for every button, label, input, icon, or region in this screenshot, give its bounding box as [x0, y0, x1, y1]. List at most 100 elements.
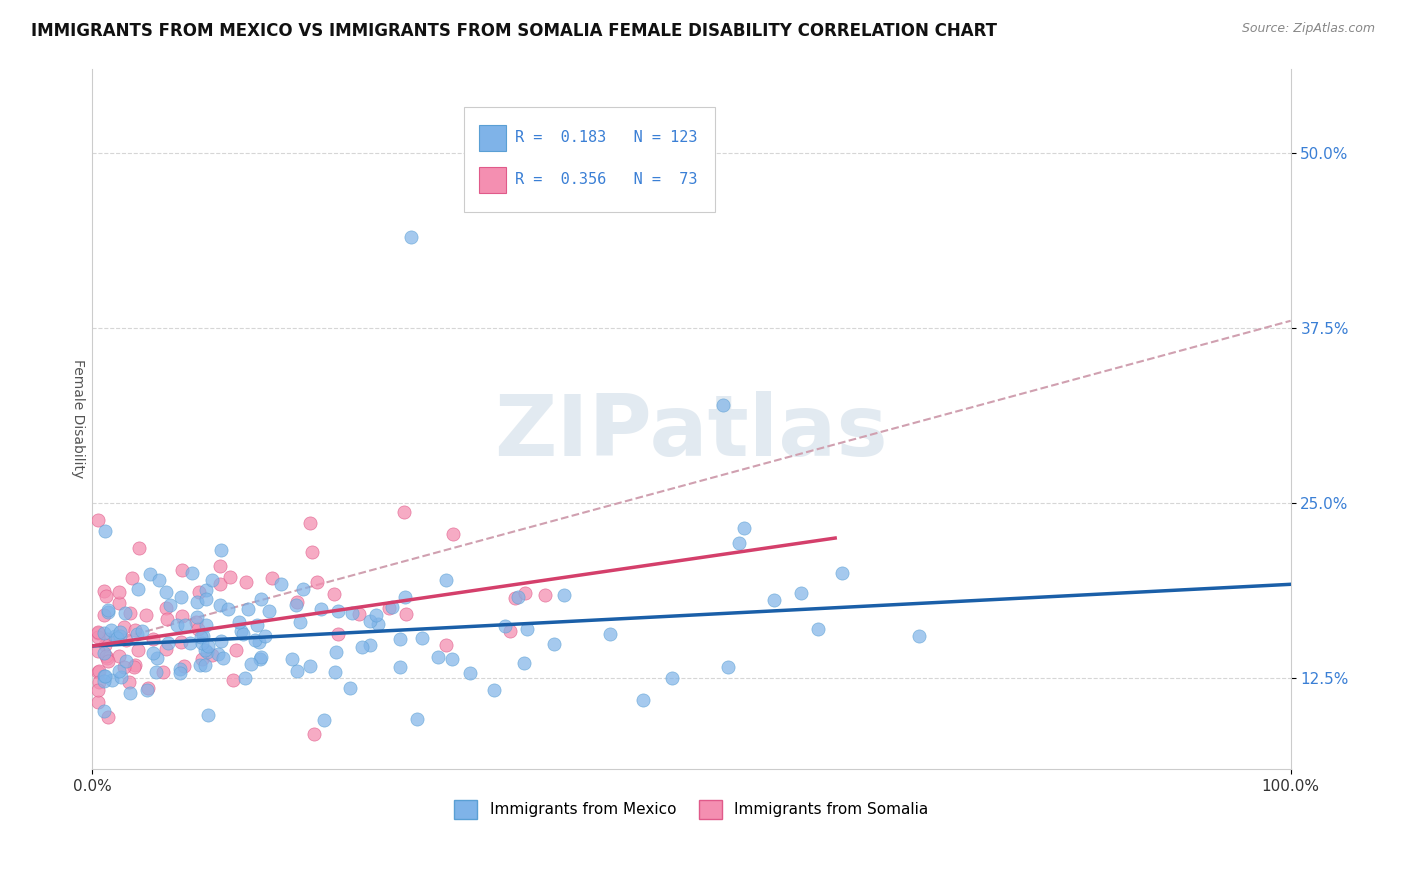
Point: [340, 606, 363, 620]
Point: [115, 632, 138, 647]
Point: [120, 606, 142, 620]
Point: [146, 651, 169, 665]
Point: [190, 631, 212, 645]
Point: [347, 607, 370, 621]
Point: [110, 624, 132, 639]
Point: [96, 651, 118, 665]
Point: [208, 577, 231, 591]
Point: [169, 665, 191, 680]
Point: [93, 646, 115, 660]
Point: [499, 624, 522, 638]
Point: [222, 673, 245, 688]
Point: [186, 609, 208, 624]
Point: [107, 596, 129, 610]
Point: [225, 643, 247, 657]
Point: [661, 671, 683, 685]
Point: [301, 545, 323, 559]
Point: [180, 566, 202, 580]
Point: [270, 577, 292, 591]
Point: [197, 708, 219, 723]
Point: [94, 589, 117, 603]
Point: [97, 605, 120, 619]
Point: [285, 595, 308, 609]
Point: [209, 542, 232, 557]
Point: [145, 665, 167, 679]
Point: [434, 573, 457, 587]
Point: [191, 629, 214, 643]
Point: [250, 650, 273, 665]
Point: [87, 644, 110, 658]
Point: [434, 638, 457, 652]
Point: [87, 625, 110, 640]
Point: [87, 625, 110, 640]
Point: [142, 646, 165, 660]
Point: [97, 654, 120, 668]
Point: [93, 705, 115, 719]
Point: [285, 598, 308, 612]
Point: [173, 618, 195, 632]
Point: [115, 654, 138, 668]
Point: [299, 516, 322, 531]
Point: [388, 660, 411, 674]
Point: [350, 640, 373, 655]
Point: [326, 627, 349, 641]
Point: [197, 639, 219, 653]
Point: [807, 622, 830, 636]
Point: [427, 650, 450, 665]
Point: [339, 681, 361, 695]
Point: [100, 624, 122, 638]
Point: [228, 615, 250, 629]
Point: [717, 660, 740, 674]
Point: [631, 693, 654, 707]
Point: [93, 584, 115, 599]
Point: [101, 673, 124, 687]
Point: [325, 645, 347, 659]
Point: [142, 632, 165, 647]
Point: [516, 622, 538, 636]
Point: [208, 558, 231, 573]
Point: [503, 591, 526, 606]
Point: [534, 588, 557, 602]
Point: [93, 673, 115, 688]
Point: [155, 600, 177, 615]
Point: [394, 590, 416, 604]
Point: [908, 629, 931, 643]
Point: [191, 652, 214, 666]
Point: [170, 563, 193, 577]
Point: [87, 630, 110, 644]
Point: [218, 570, 240, 584]
Point: [309, 602, 332, 616]
Point: [259, 604, 281, 618]
Point: [125, 627, 148, 641]
Point: [378, 600, 401, 615]
Point: [326, 604, 349, 618]
Point: [104, 629, 127, 643]
Point: [108, 664, 131, 678]
Point: [441, 527, 464, 541]
Point: [194, 657, 217, 672]
Point: [212, 650, 235, 665]
Point: [135, 608, 157, 623]
Point: [513, 586, 536, 600]
Point: [169, 662, 191, 676]
Point: [170, 608, 193, 623]
Point: [87, 513, 110, 527]
Point: [367, 617, 389, 632]
Point: [239, 657, 262, 672]
Point: [247, 635, 270, 649]
Legend: Immigrants from Mexico, Immigrants from Somalia: Immigrants from Mexico, Immigrants from …: [449, 794, 935, 825]
Point: [186, 615, 208, 629]
Point: [249, 651, 271, 665]
Point: [381, 599, 404, 614]
Point: [312, 714, 335, 728]
Point: [484, 683, 506, 698]
Point: [201, 648, 224, 662]
Point: [87, 695, 110, 709]
Point: [790, 586, 813, 600]
Point: [395, 607, 418, 622]
Text: ZIPatlas: ZIPatlas: [495, 392, 889, 475]
Text: IMMIGRANTS FROM MEXICO VS IMMIGRANTS FROM SOMALIA FEMALE DISABILITY CORRELATION : IMMIGRANTS FROM MEXICO VS IMMIGRANTS FRO…: [31, 22, 997, 40]
Point: [209, 634, 232, 648]
Point: [831, 566, 853, 580]
Point: [299, 658, 322, 673]
